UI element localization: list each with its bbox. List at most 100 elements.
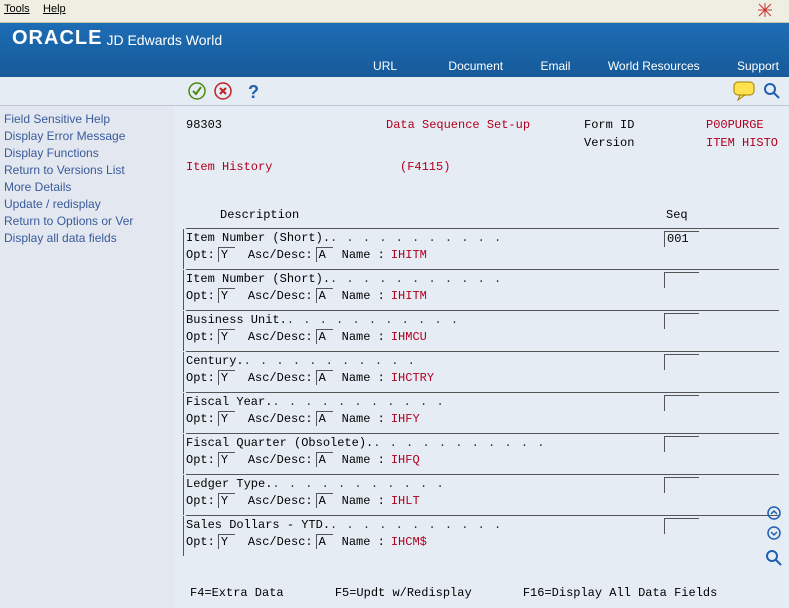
entry-desc: Sales Dollars - YTD. xyxy=(186,518,330,532)
menu-tools[interactable]: Tools xyxy=(4,3,30,15)
search-icon[interactable] xyxy=(765,550,783,570)
fkey-footer: F4=Extra Data F5=Updt w/Redisplay F16=Di… xyxy=(190,586,761,600)
ascdesc-input[interactable]: A xyxy=(316,329,333,344)
ascdesc-input[interactable]: A xyxy=(316,288,333,303)
opt-input[interactable]: Y xyxy=(218,329,235,344)
brand-oracle: ORACLE xyxy=(12,27,102,50)
dots: . . . . . . . . . . . xyxy=(272,477,444,491)
dots: . . . . . . . . . . . xyxy=(373,436,545,450)
sidebar-item[interactable]: More Details xyxy=(4,180,172,194)
opt-input[interactable]: Y xyxy=(218,370,235,385)
ascdesc-label: Asc/Desc: xyxy=(248,412,313,426)
opt-input[interactable]: Y xyxy=(218,288,235,303)
entry-row: Item Number (Short). . . . . . . . . . .… xyxy=(186,269,779,310)
opt-input[interactable]: Y xyxy=(218,534,235,549)
fkey-f4: F4=Extra Data xyxy=(190,586,284,600)
link-email[interactable]: Email xyxy=(540,59,570,73)
sidebar-item[interactable]: Display all data fields xyxy=(4,231,172,245)
entry-row: Sales Dollars - YTD. . . . . . . . . . .… xyxy=(186,515,779,556)
link-support[interactable]: Support xyxy=(737,59,779,73)
seq-input[interactable] xyxy=(664,436,699,452)
entry-desc: Item Number (Short). xyxy=(186,231,330,245)
fkey-f16: F16=Display All Data Fields xyxy=(523,586,717,600)
scroll-icons xyxy=(765,506,783,572)
entry-row: Business Unit. . . . . . . . . . . . Opt:… xyxy=(186,310,779,351)
opt-input[interactable]: Y xyxy=(218,452,235,467)
fkey-f5: F5=Updt w/Redisplay xyxy=(335,586,472,600)
entry-desc: Fiscal Quarter (Obsolete). xyxy=(186,436,373,450)
dots: . . . . . . . . . . . xyxy=(330,272,502,286)
formid-label: Form ID xyxy=(584,118,634,132)
ascdesc-label: Asc/Desc: xyxy=(248,330,313,344)
seq-input[interactable] xyxy=(664,354,699,370)
opt-input[interactable]: Y xyxy=(218,247,235,262)
name-value: IHITM xyxy=(391,248,427,262)
name-value: IHMCU xyxy=(391,330,427,344)
seq-input[interactable] xyxy=(664,518,699,534)
ok-check-icon[interactable] xyxy=(188,82,206,100)
ascdesc-label: Asc/Desc: xyxy=(248,371,313,385)
opt-label: Opt: xyxy=(186,248,215,262)
toolbar: ? xyxy=(0,77,789,106)
entry-desc: Business Unit. xyxy=(186,313,287,327)
name-label: Name : xyxy=(342,289,385,303)
main-panel: 98303 Data Sequence Set-up Form ID P00PU… xyxy=(174,106,789,608)
ascdesc-input[interactable]: A xyxy=(316,452,333,467)
header-banner: ORACLE JD Edwards World URL Document Ema… xyxy=(0,23,789,77)
dots: . . . . . . . . . . . xyxy=(330,518,502,532)
sidebar-item[interactable]: Field Sensitive Help xyxy=(4,112,172,126)
ascdesc-input[interactable]: A xyxy=(316,370,333,385)
entries-table: Item Number (Short). . . . . . . . . . .… xyxy=(186,228,779,556)
sidebar-item[interactable]: Display Functions xyxy=(4,146,172,160)
seq-input[interactable] xyxy=(664,477,699,493)
name-label: Name : xyxy=(342,248,385,262)
seq-input[interactable] xyxy=(664,395,699,411)
sidebar-item[interactable]: Display Error Message xyxy=(4,129,172,143)
opt-label: Opt: xyxy=(186,535,215,549)
opt-label: Opt: xyxy=(186,330,215,344)
entry-row: Century. . . . . . . . . . . .Opt:YAsc/D… xyxy=(186,351,779,392)
dots: . . . . . . . . . . . xyxy=(330,231,502,245)
sidebar-item[interactable]: Update / redisplay xyxy=(4,197,172,211)
col-description: Description xyxy=(220,208,299,222)
message-bubble-icon[interactable] xyxy=(733,81,755,104)
search-icon[interactable] xyxy=(763,82,781,103)
ascdesc-label: Asc/Desc: xyxy=(248,248,313,262)
ascdesc-input[interactable]: A xyxy=(316,493,333,508)
scroll-down-icon[interactable] xyxy=(765,526,783,544)
dots: . . . . . . . . . . . xyxy=(287,313,459,327)
name-label: Name : xyxy=(342,453,385,467)
name-label: Name : xyxy=(342,494,385,508)
sidebar-item[interactable]: Return to Versions List xyxy=(4,163,172,177)
ascdesc-input[interactable]: A xyxy=(316,411,333,426)
link-document[interactable]: Document xyxy=(448,59,503,73)
sidebar-item[interactable]: Return to Options or Ver xyxy=(4,214,172,228)
ascdesc-input[interactable]: A xyxy=(316,534,333,549)
version-value: ITEM HISTO xyxy=(706,136,778,150)
link-url[interactable]: URL xyxy=(373,59,397,73)
cancel-x-icon[interactable] xyxy=(214,82,232,100)
seq-input[interactable] xyxy=(664,272,699,288)
ascdesc-input[interactable]: A xyxy=(316,247,333,262)
ascdesc-label: Asc/Desc: xyxy=(248,535,313,549)
opt-label: Opt: xyxy=(186,453,215,467)
scroll-up-icon[interactable] xyxy=(765,506,783,524)
seq-input[interactable]: 001 xyxy=(664,231,699,247)
name-label: Name : xyxy=(342,371,385,385)
opt-input[interactable]: Y xyxy=(218,493,235,508)
name-value: IHCM$ xyxy=(391,535,427,549)
help-icon[interactable]: ? xyxy=(248,82,266,100)
version-label: Version xyxy=(584,136,634,150)
brand-sub: JD Edwards World xyxy=(106,32,222,48)
name-label: Name : xyxy=(342,412,385,426)
opt-label: Opt: xyxy=(186,412,215,426)
name-value: IHFY xyxy=(391,412,420,426)
dots: . . . . . . . . . . . xyxy=(244,354,416,368)
entry-row: Fiscal Year. . . . . . . . . . . .Opt:YA… xyxy=(186,392,779,433)
name-value: IHCTRY xyxy=(391,371,434,385)
opt-input[interactable]: Y xyxy=(218,411,235,426)
menu-help[interactable]: Help xyxy=(43,3,66,15)
header-links: URL Document Email World Resources Suppo… xyxy=(339,59,779,73)
seq-input[interactable] xyxy=(664,313,699,329)
link-world-resources[interactable]: World Resources xyxy=(608,59,700,73)
